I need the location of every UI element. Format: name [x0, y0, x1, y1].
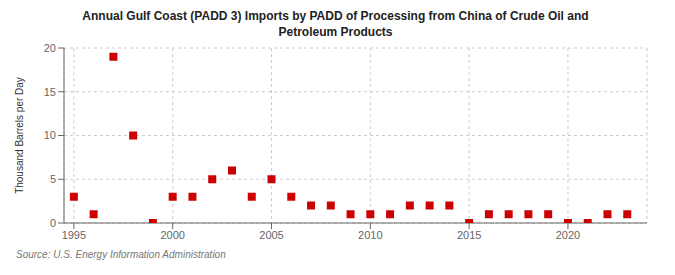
svg-text:20: 20	[44, 42, 56, 54]
svg-text:1995: 1995	[62, 229, 86, 241]
svg-text:2015: 2015	[457, 229, 481, 241]
svg-text:0: 0	[50, 217, 56, 229]
svg-text:10: 10	[44, 129, 56, 141]
html-text:Source: U.S. Energy Informatio: Source: U.S. Energy Information Administ…	[16, 249, 226, 260]
svg-text:Thousand Barrels per Day: Thousand Barrels per Day	[14, 77, 25, 194]
svg-text:2020: 2020	[556, 229, 580, 241]
svg-text:15: 15	[44, 86, 56, 98]
html-text:Annual Gulf Coast (PADD 3) Imp: Annual Gulf Coast (PADD 3) Imports by PA…	[82, 9, 589, 39]
svg-text:2000: 2000	[160, 229, 184, 241]
svg-text:5: 5	[50, 173, 56, 185]
svg-text:2010: 2010	[358, 229, 382, 241]
svg-text:2005: 2005	[259, 229, 283, 241]
